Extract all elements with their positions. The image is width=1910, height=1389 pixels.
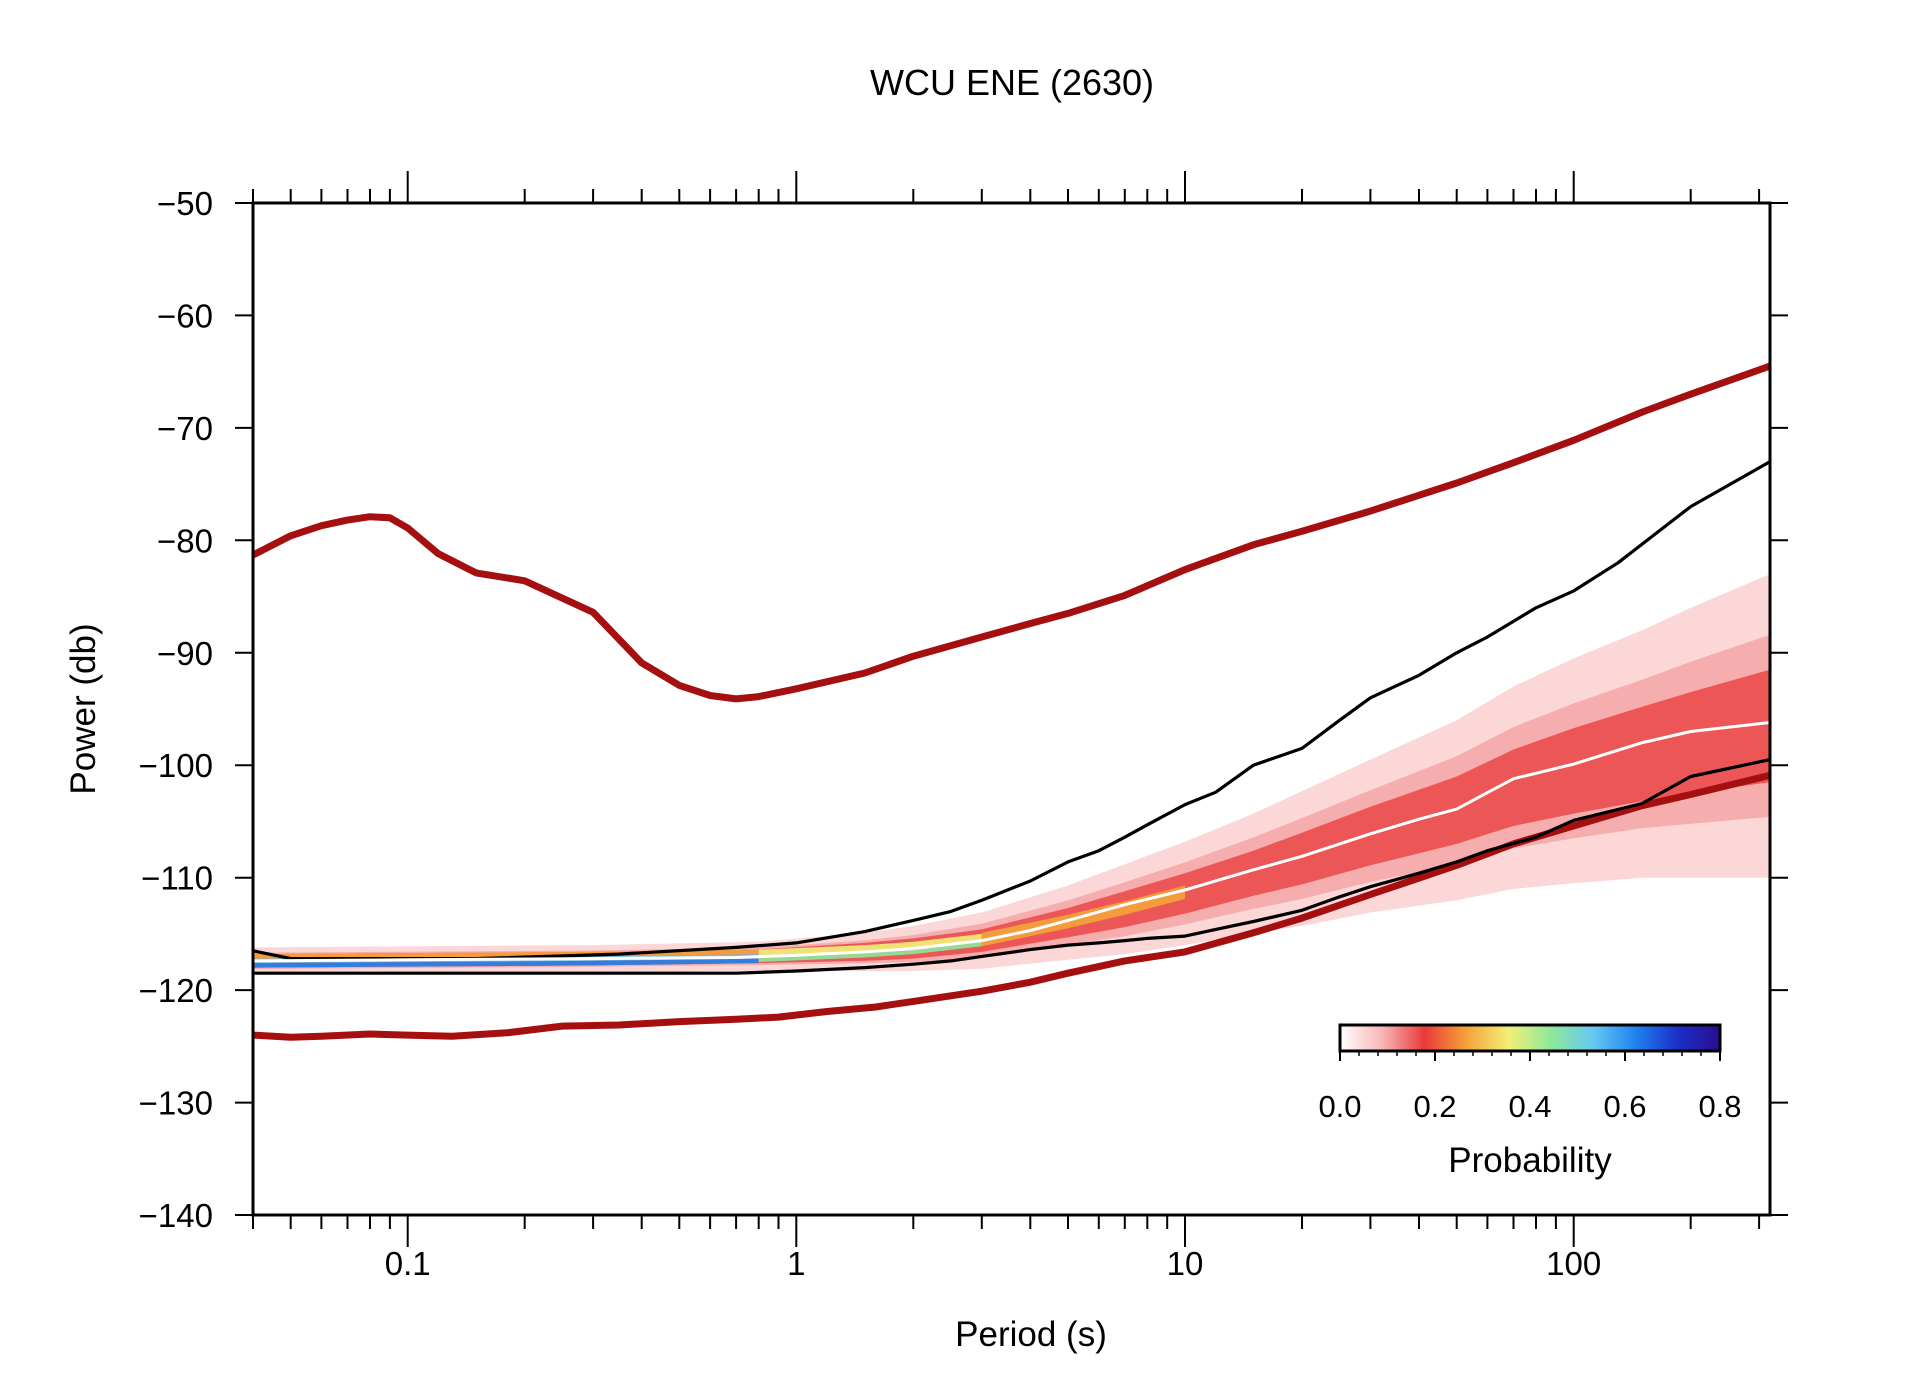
colorbar-label: Probability — [1448, 1141, 1612, 1180]
colorbar-bar — [1338, 1023, 1722, 1053]
x-axis: 0.1 1 10 100 — [252, 171, 1761, 1282]
colorbar: 0.0 0.2 0.4 0.6 0.8 Probability — [1318, 1023, 1742, 1180]
colorbar-tick-label: 0.4 — [1508, 1089, 1551, 1124]
plot-frame — [251, 201, 1772, 1217]
y-tick-label: −100 — [139, 747, 213, 784]
colorbar-ticks: 0.0 0.2 0.4 0.6 0.8 — [1318, 1051, 1742, 1124]
lower-percentile-line — [253, 757, 1770, 975]
density-core-green — [758, 940, 982, 962]
probability-density-layer — [253, 574, 1770, 975]
y-tick-label: −50 — [157, 185, 213, 222]
density-core-yellow — [758, 933, 982, 957]
x-tick-label: 100 — [1546, 1245, 1601, 1282]
mode-line — [253, 721, 1770, 963]
colorbar-tick-label: 0.6 — [1603, 1089, 1646, 1124]
y-tick-label: −70 — [157, 410, 213, 447]
y-axis-label: Power (db) — [64, 623, 103, 794]
density-band-core — [253, 669, 1770, 968]
colorbar-tick-label: 0.8 — [1698, 1089, 1741, 1124]
y-tick-label: −140 — [139, 1197, 213, 1234]
nlnm-line — [253, 771, 1770, 1041]
nhnm-line — [253, 362, 1770, 703]
y-tick-label: −60 — [157, 297, 213, 334]
y-tick-label: −80 — [157, 522, 213, 559]
chart-title: WCU ENE (2630) — [870, 62, 1154, 103]
x-axis-label: Period (s) — [955, 1315, 1107, 1354]
y-tick-label: −90 — [157, 635, 213, 672]
x-tick-label: 0.1 — [385, 1245, 431, 1282]
upper-percentile-line — [253, 460, 1770, 961]
series-layer — [253, 362, 1770, 1041]
y-tick-label: −110 — [141, 860, 213, 897]
y-tick-label: −120 — [139, 972, 213, 1009]
x-tick-label: 1 — [787, 1245, 805, 1282]
colorbar-tick-label: 0.0 — [1318, 1089, 1361, 1124]
density-core-blue — [253, 958, 759, 968]
y-axis: −50 −60 −70 −80 −90 −100 −110 −120 −130 −140 — [139, 185, 1788, 1234]
y-tick-label: −130 — [139, 1085, 213, 1122]
colorbar-tick-label: 0.2 — [1413, 1089, 1456, 1124]
x-tick-label: 10 — [1167, 1245, 1204, 1282]
